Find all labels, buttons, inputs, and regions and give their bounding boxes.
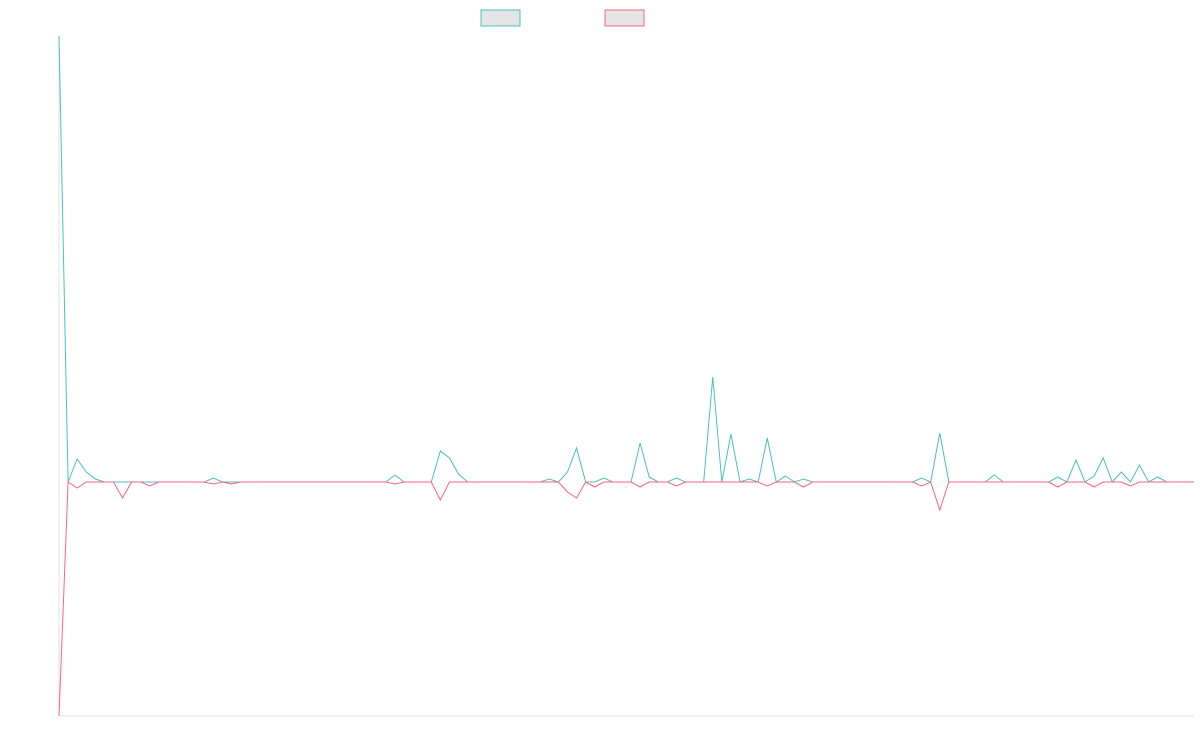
legend-swatch[interactable] bbox=[480, 9, 521, 27]
legend-swatch[interactable] bbox=[604, 9, 645, 27]
series-line bbox=[58, 481, 1194, 717]
series-line bbox=[58, 35, 1194, 483]
